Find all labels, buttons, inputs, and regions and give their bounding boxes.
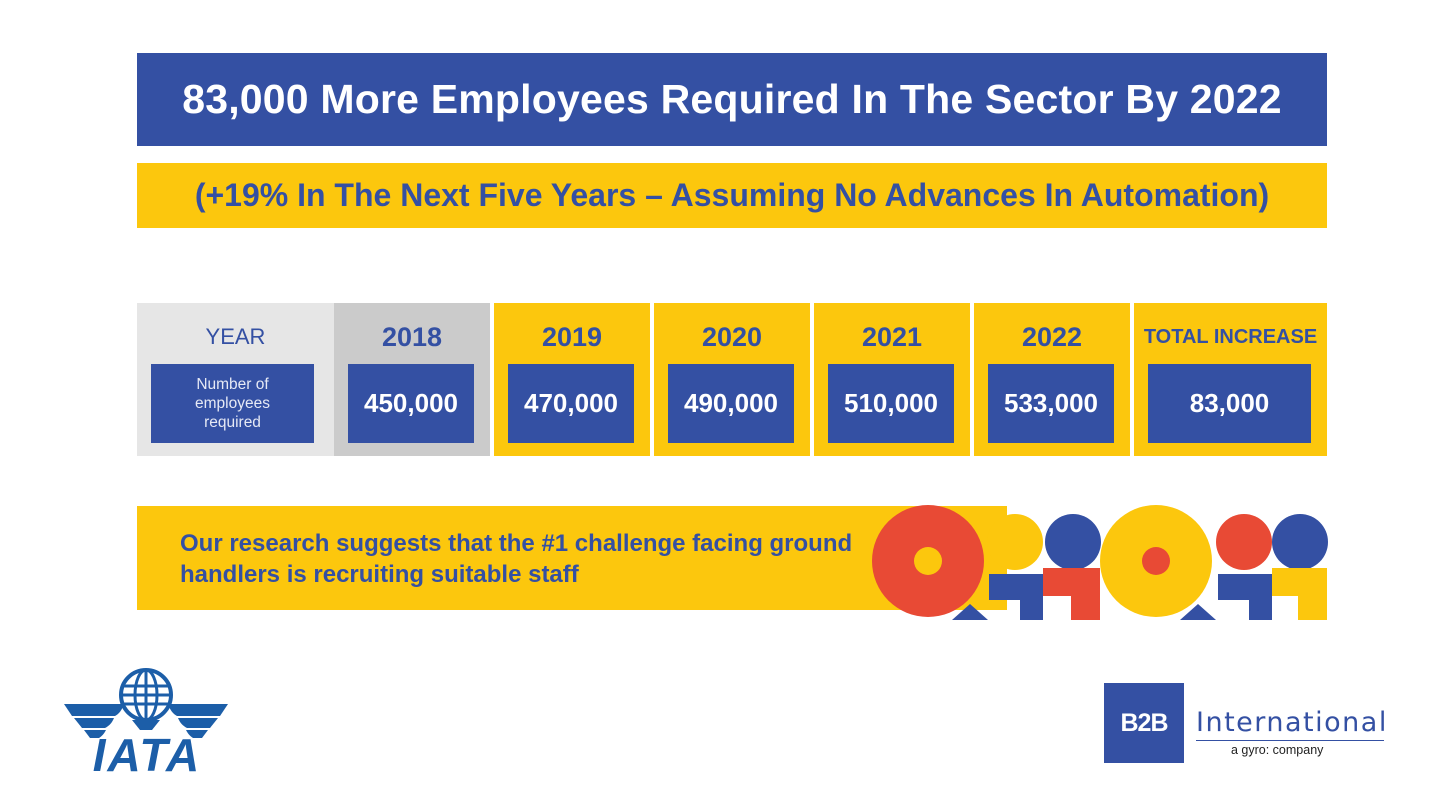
table-label-column: YEAR Number of employees required	[137, 303, 334, 456]
small-blue-triangle	[952, 604, 988, 620]
iata-globe-wings-icon	[64, 668, 228, 738]
employee-value: 450,000	[348, 364, 474, 443]
blue-body-shape	[1218, 574, 1272, 620]
row-label: Number of employees required	[151, 364, 314, 443]
table-column-2018: 2018 450,000	[334, 303, 490, 456]
employee-value: 533,000	[988, 364, 1114, 443]
table-column-total: TOTAL INCREASE 83,000	[1134, 303, 1327, 456]
year-header: YEAR	[205, 324, 266, 349]
small-blue-triangle	[1180, 604, 1216, 620]
red-body-shape	[1043, 568, 1100, 620]
b2b-mark: B2B	[1104, 683, 1184, 763]
research-text: Our research suggests that the #1 challe…	[180, 530, 853, 588]
red-circle	[1216, 514, 1272, 570]
research-banner	[137, 506, 1007, 610]
yellow-body-shape	[1272, 568, 1327, 620]
b2b-divider	[1196, 740, 1384, 741]
iata-logo: IATA	[62, 668, 230, 783]
year-label: 2020	[701, 321, 763, 352]
b2b-tagline: a gyro: company	[1231, 743, 1324, 757]
year-label: 2019	[541, 321, 603, 352]
employee-value: 490,000	[668, 364, 794, 443]
red-dot	[1142, 547, 1170, 575]
year-label: 2022	[1021, 321, 1083, 352]
employee-value: 510,000	[828, 364, 954, 443]
year-label: 2018	[381, 321, 443, 352]
decorative-people-shapes	[872, 505, 1328, 620]
total-increase-label: TOTAL INCREASE	[1143, 325, 1318, 348]
blue-circle	[1272, 514, 1328, 570]
year-label: 2021	[861, 321, 923, 352]
table-column-2020: 2020 490,000	[654, 303, 810, 456]
table-column-2021: 2021 510,000	[814, 303, 970, 456]
blue-circle	[1045, 514, 1101, 570]
page-title: 83,000 More Employees Required In The Se…	[137, 53, 1327, 146]
total-increase-value: 83,000	[1148, 364, 1311, 443]
yellow-dot	[914, 547, 942, 575]
table-column-2019: 2019 470,000	[494, 303, 650, 456]
b2b-name: International	[1196, 707, 1388, 738]
employee-value: 470,000	[508, 364, 634, 443]
page-subtitle: (+19% In The Next Five Years – Assuming …	[137, 163, 1327, 228]
yellow-circle	[987, 514, 1043, 570]
iata-wordmark: IATA	[92, 729, 202, 781]
blue-body-shape	[989, 574, 1043, 620]
table-column-2022: 2022 533,000	[974, 303, 1130, 456]
